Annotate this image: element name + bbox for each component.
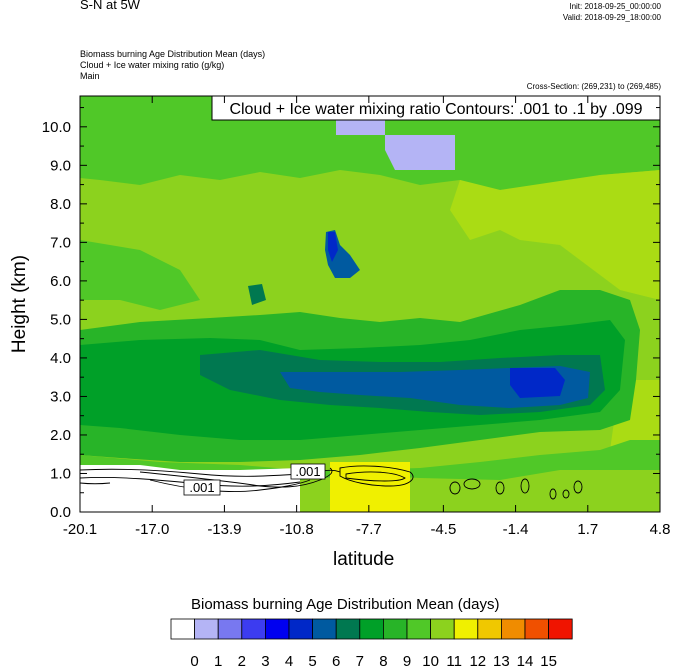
colorbar-swatch	[382, 618, 408, 640]
colorbar-swatch	[288, 618, 314, 640]
colorbar-swatch	[217, 618, 243, 640]
colorbar-title: Biomass burning Age Distribution Mean (d…	[191, 596, 500, 613]
field-label-1: Biomass burning Age Distribution Mean (d…	[80, 49, 266, 59]
y-tick-label: 6.0	[50, 273, 71, 290]
y-tick-label: 4.0	[50, 350, 71, 367]
colorbar-label: 7	[356, 653, 364, 668]
y-tick-label: 3.0	[50, 388, 71, 405]
colorbar-label: 4	[285, 653, 293, 668]
x-tick-label: -1.4	[503, 521, 529, 538]
colorbar-swatch	[524, 618, 550, 640]
x-tick-label: -17.0	[135, 521, 169, 538]
colorbar-label: 10	[422, 653, 439, 668]
contour-labels: .001 .001	[183, 463, 326, 496]
valid-time: Valid: 2018-09-29_18:00:00	[562, 13, 661, 22]
colorbar-swatch	[453, 618, 479, 640]
colorbar-label: 15	[540, 653, 557, 668]
colorbar-label: 13	[493, 653, 510, 668]
x-tick-label: -7.7	[356, 521, 382, 538]
x-tick-label: 4.8	[650, 521, 671, 538]
axes: -20.1 -17.0 -13.9 -10.8 -7.7 -4.5 -1.4 1.7 4.8 0.…	[42, 96, 671, 538]
y-tick-label: 5.0	[50, 311, 71, 328]
contour-info-text: Cloud + Ice water mixing ratio Contours:…	[229, 101, 642, 118]
init-time: Init: 2018-09-25_00:00:00	[569, 2, 661, 11]
heatmap-field	[80, 96, 660, 512]
colorbar-label: 8	[379, 653, 387, 668]
colorbar-label: 5	[308, 653, 316, 668]
x-tick-label: -13.9	[207, 521, 241, 538]
colorbar-swatch	[359, 618, 384, 640]
x-tick-label: -4.5	[430, 521, 456, 538]
contour-label-2: .001	[295, 464, 320, 479]
x-tick-label: 1.7	[577, 521, 598, 538]
y-tick-label: 1.0	[50, 465, 71, 482]
x-tick-label: -10.8	[280, 521, 314, 538]
contour-info-box	[211, 95, 661, 121]
colorbar-label: 9	[403, 653, 411, 668]
field-label-3: Main	[80, 71, 100, 81]
colorbar: 0 1 2 3 4 5 6 7 8 9 10 11 12 13 14 15	[170, 618, 573, 668]
colorbar-swatch	[406, 618, 432, 640]
colorbar-label: 3	[261, 653, 269, 668]
y-tick-label: 0.0	[50, 504, 71, 521]
colorbar-label: 14	[517, 653, 534, 668]
x-axis-title: latitude	[333, 549, 395, 570]
y-tick-label: 9.0	[50, 157, 71, 174]
contour-label-1: .001	[189, 480, 214, 495]
colorbar-label: 11	[446, 653, 462, 668]
colorbar-swatch	[430, 618, 455, 640]
colorbar-swatch	[335, 618, 361, 640]
colorbar-swatch	[312, 618, 337, 640]
y-tick-label: 10.0	[42, 119, 71, 136]
y-tick-label: 2.0	[50, 427, 71, 444]
colorbar-label: 6	[332, 653, 340, 668]
colorbar-label: 0	[190, 653, 198, 668]
colorbar-label: 2	[238, 653, 246, 668]
y-tick-label: 7.0	[50, 234, 71, 251]
colorbar-swatch	[500, 618, 526, 640]
x-tick-label: -20.1	[63, 521, 97, 538]
field-label-2: Cloud + Ice water mixing ratio (g/kg)	[80, 60, 225, 70]
colorbar-swatch	[241, 618, 266, 640]
colorbar-swatch	[477, 618, 502, 640]
y-axis-title: Height (km)	[9, 254, 30, 354]
colorbar-label: 1	[214, 653, 222, 668]
cross-section-label: Cross-Section: (269,231) to (269,485)	[526, 82, 661, 91]
y-tick-label: 8.0	[50, 196, 71, 213]
colorbar-label: 12	[469, 653, 486, 668]
plot-title: S-N at 5W	[80, 0, 140, 12]
colorbar-swatch	[264, 618, 290, 640]
colorbar-swatch	[548, 618, 573, 640]
colorbar-swatch	[194, 618, 219, 640]
colorbar-swatch	[170, 618, 196, 640]
